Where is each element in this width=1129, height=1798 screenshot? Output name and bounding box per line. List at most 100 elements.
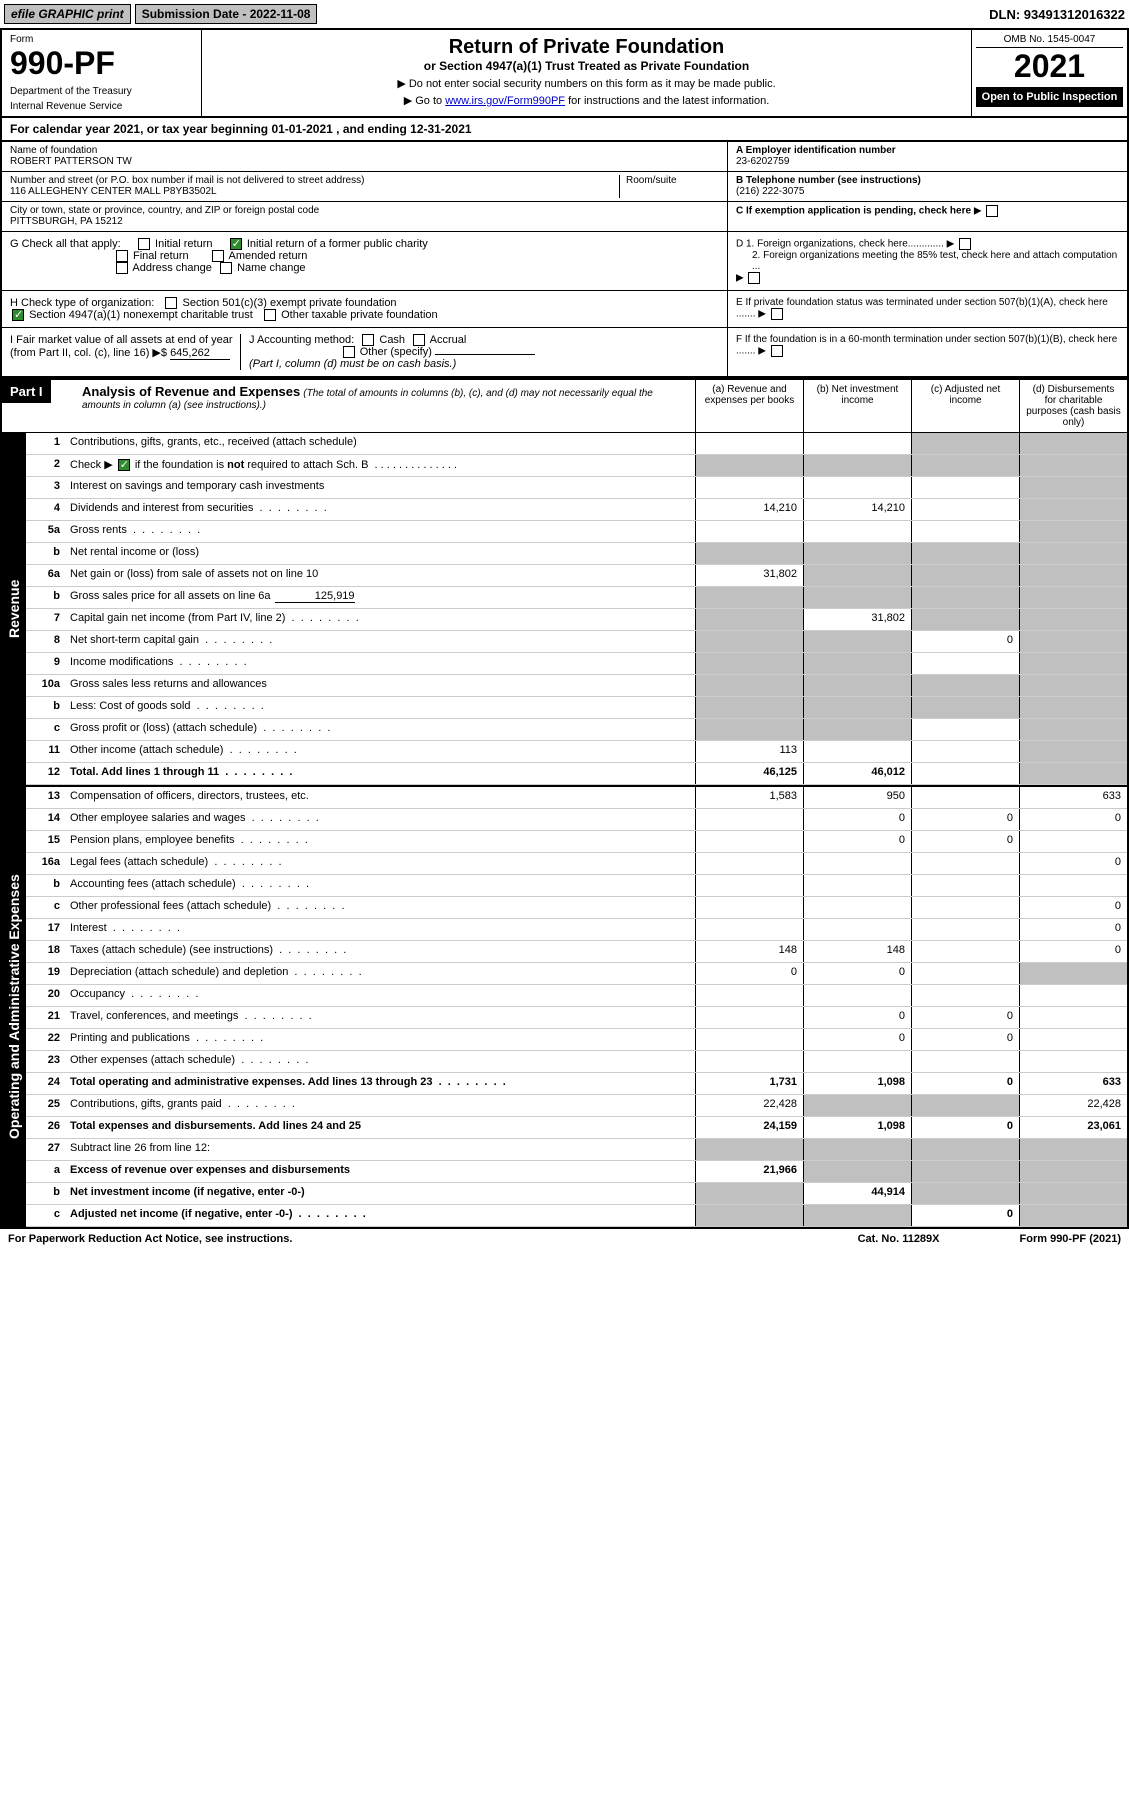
line-number: b (26, 543, 66, 564)
data-cell: 0 (911, 1117, 1019, 1138)
data-cell (911, 1051, 1019, 1072)
dept-treasury: Department of the Treasury (10, 86, 193, 97)
data-cell (803, 587, 911, 608)
j-accrual-cb[interactable] (413, 334, 425, 346)
line-number: 10a (26, 675, 66, 696)
line-desc: Adjusted net income (if negative, enter … (66, 1205, 695, 1226)
data-cell (803, 1161, 911, 1182)
table-row: 23Other expenses (attach schedule) . . .… (26, 1051, 1127, 1073)
line-number: 25 (26, 1095, 66, 1116)
calendar-year: For calendar year 2021, or tax year begi… (0, 118, 1129, 142)
footer-mid: Cat. No. 11289X (858, 1233, 940, 1245)
e-cb[interactable] (771, 308, 783, 320)
data-cell: 1,098 (803, 1117, 911, 1138)
j-other: Other (specify) (360, 346, 432, 358)
table-row: bAccounting fees (attach schedule) . . .… (26, 875, 1127, 897)
data-cell (911, 985, 1019, 1006)
c-checkbox[interactable] (986, 205, 998, 217)
data-cell (911, 543, 1019, 564)
table-row: 9Income modifications . . . . . . . . (26, 653, 1127, 675)
data-cell (911, 653, 1019, 674)
g-address-cb[interactable] (116, 262, 128, 274)
data-cell (911, 787, 1019, 808)
irs-link[interactable]: www.irs.gov/Form990PF (445, 95, 565, 107)
col-b-header: (b) Net investment income (803, 380, 911, 432)
data-cell (911, 941, 1019, 962)
col-d-header: (d) Disbursements for charitable purpose… (1019, 380, 1127, 432)
table-row: 8Net short-term capital gain . . . . . .… (26, 631, 1127, 653)
efile-button[interactable]: efile GRAPHIC print (4, 4, 131, 24)
g-address: Address change (132, 262, 212, 274)
foundation-name: ROBERT PATTERSON TW (10, 156, 719, 167)
part1-title: Analysis of Revenue and Expenses (82, 384, 300, 399)
line-number: 21 (26, 1007, 66, 1028)
data-cell (911, 1095, 1019, 1116)
j-other-cb[interactable] (343, 346, 355, 358)
line-number: 18 (26, 941, 66, 962)
h-501c3-cb[interactable] (165, 297, 177, 309)
data-cell (695, 919, 803, 940)
data-cell: 0 (911, 1073, 1019, 1094)
data-cell: 22,428 (695, 1095, 803, 1116)
g-name-cb[interactable] (220, 262, 232, 274)
table-row: 22Printing and publications . . . . . . … (26, 1029, 1127, 1051)
table-row: 20Occupancy . . . . . . . . (26, 985, 1127, 1007)
expenses-side-label: Operating and Administrative Expenses (2, 787, 26, 1227)
line-desc: Legal fees (attach schedule) . . . . . .… (66, 853, 695, 874)
g-initial-cb[interactable] (138, 238, 150, 250)
table-row: 18Taxes (attach schedule) (see instructi… (26, 941, 1127, 963)
table-row: bNet rental income or (loss) (26, 543, 1127, 565)
data-cell (803, 741, 911, 762)
data-cell (803, 719, 911, 740)
data-cell (803, 631, 911, 652)
h-other: Other taxable private foundation (281, 309, 438, 321)
h-4947-cb[interactable] (12, 309, 24, 321)
table-row: 4Dividends and interest from securities … (26, 499, 1127, 521)
data-cell (911, 719, 1019, 740)
data-cell (695, 985, 803, 1006)
h-other-cb[interactable] (264, 309, 276, 321)
data-cell (695, 521, 803, 542)
j-cash-cb[interactable] (362, 334, 374, 346)
data-cell (911, 1183, 1019, 1204)
table-row: 12Total. Add lines 1 through 11 . . . . … (26, 763, 1127, 785)
data-cell (695, 1139, 803, 1160)
d2-cb[interactable] (748, 272, 760, 284)
data-cell (1019, 499, 1127, 520)
data-cell (911, 499, 1019, 520)
data-cell (1019, 1139, 1127, 1160)
data-cell: 0 (911, 631, 1019, 652)
data-cell (695, 609, 803, 630)
data-cell (911, 741, 1019, 762)
d1-cb[interactable] (959, 238, 971, 250)
ij-section: I Fair market value of all assets at end… (2, 328, 727, 376)
data-cell: 21,966 (695, 1161, 803, 1182)
g-amended-cb[interactable] (212, 250, 224, 262)
data-cell (695, 897, 803, 918)
data-cell (1019, 875, 1127, 896)
g-final-cb[interactable] (116, 250, 128, 262)
g-final: Final return (133, 250, 189, 262)
data-cell: 0 (695, 963, 803, 984)
data-cell (803, 1051, 911, 1072)
line-number: 11 (26, 741, 66, 762)
data-cell: 0 (1019, 919, 1127, 940)
data-cell: 0 (1019, 853, 1127, 874)
g-initial-former-cb[interactable] (230, 238, 242, 250)
f-cb[interactable] (771, 345, 783, 357)
line-number: b (26, 587, 66, 608)
data-cell (1019, 719, 1127, 740)
data-cell (803, 543, 911, 564)
table-row: 21Travel, conferences, and meetings . . … (26, 1007, 1127, 1029)
h-4947: Section 4947(a)(1) nonexempt charitable … (29, 309, 253, 321)
data-cell: 23,061 (1019, 1117, 1127, 1138)
phone: (216) 222-3075 (736, 186, 1119, 197)
line-desc: Net short-term capital gain . . . . . . … (66, 631, 695, 652)
line-number: 23 (26, 1051, 66, 1072)
data-cell (695, 433, 803, 454)
data-cell (803, 433, 911, 454)
data-cell: 0 (803, 809, 911, 830)
line-number: a (26, 1161, 66, 1182)
table-row: cGross profit or (loss) (attach schedule… (26, 719, 1127, 741)
data-cell (695, 809, 803, 830)
